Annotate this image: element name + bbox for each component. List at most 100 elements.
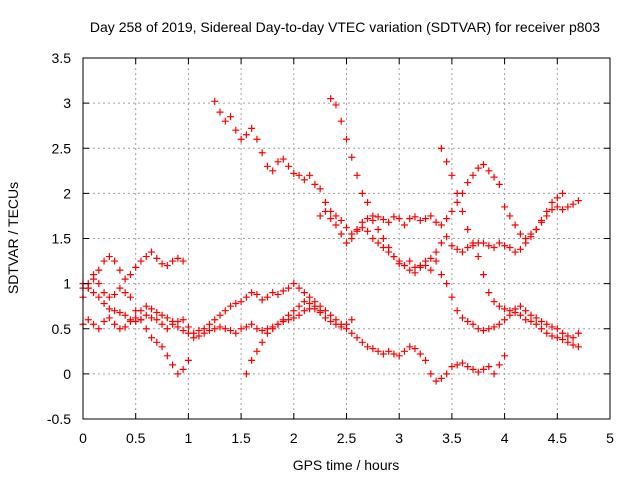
series-track-c [316, 197, 582, 271]
data-point [274, 290, 282, 298]
data-point [453, 307, 461, 315]
data-point [121, 275, 129, 283]
data-point [532, 225, 540, 233]
data-point [364, 343, 372, 351]
data-point [237, 298, 245, 306]
data-point [295, 284, 303, 292]
data-point [290, 170, 298, 178]
data-point [221, 117, 229, 125]
data-point [480, 271, 488, 279]
data-point [432, 377, 440, 385]
data-point [501, 305, 509, 313]
data-point [464, 244, 472, 252]
data-point [242, 293, 250, 301]
data-point [395, 352, 403, 360]
data-point [327, 311, 335, 319]
data-point [269, 167, 277, 175]
data-point [290, 307, 298, 315]
data-point [248, 289, 256, 297]
data-point [126, 318, 134, 326]
data-point [121, 311, 129, 319]
data-point [364, 227, 372, 235]
y-tick-label: 2.5 [52, 140, 72, 156]
data-point [195, 332, 203, 340]
data-point [216, 108, 224, 116]
data-point [411, 213, 419, 221]
data-point [559, 206, 567, 214]
data-point [522, 307, 530, 315]
data-point [537, 318, 545, 326]
data-point [574, 329, 582, 337]
data-point [343, 320, 350, 328]
data-point [353, 171, 361, 179]
data-point [427, 212, 435, 220]
data-point [111, 290, 119, 298]
data-point [263, 293, 271, 301]
data-point [116, 325, 124, 333]
data-point [116, 284, 124, 292]
series-track-e [79, 302, 324, 342]
data-point [100, 257, 108, 265]
data-point [290, 314, 298, 322]
data-point [490, 370, 498, 378]
data-point [416, 262, 424, 270]
data-point [279, 316, 287, 324]
data-point [485, 167, 493, 175]
data-point [327, 215, 335, 223]
data-point [337, 230, 345, 238]
data-point [327, 318, 335, 326]
data-point [511, 221, 519, 229]
data-point [105, 293, 113, 301]
data-point [453, 198, 461, 206]
data-point [153, 309, 161, 317]
data-point [179, 327, 187, 335]
data-point [490, 173, 498, 181]
data-point [348, 235, 356, 242]
data-point [369, 235, 377, 242]
data-point [537, 325, 545, 333]
data-point [242, 131, 250, 139]
data-point [574, 197, 582, 205]
data-point [100, 289, 108, 297]
data-point [453, 361, 461, 369]
data-point [422, 215, 430, 223]
data-point [469, 239, 477, 247]
data-point [432, 218, 440, 226]
data-point [148, 334, 156, 342]
data-point [411, 263, 419, 271]
data-point [153, 316, 161, 324]
data-point [105, 305, 113, 313]
data-point [458, 248, 466, 256]
data-point [427, 254, 435, 262]
data-point [490, 298, 498, 306]
data-point [485, 289, 493, 297]
data-point [406, 257, 414, 265]
data-point [237, 325, 245, 333]
x-tick-label: 0 [79, 430, 87, 446]
data-point [126, 271, 134, 279]
data-point [343, 135, 350, 143]
data-point [321, 207, 329, 215]
data-point [163, 325, 171, 333]
data-point [316, 212, 324, 220]
data-point [559, 189, 567, 197]
y-tick-label: 1.5 [52, 231, 72, 247]
data-point [227, 113, 235, 121]
data-point [390, 253, 398, 261]
data-point [553, 334, 561, 342]
data-point [132, 263, 140, 271]
data-point [374, 347, 382, 355]
data-point [337, 323, 345, 331]
data-point [343, 239, 350, 247]
data-point [84, 316, 92, 324]
data-point [532, 320, 540, 328]
series-track-i [437, 144, 582, 351]
data-point [132, 307, 140, 315]
data-point [100, 318, 108, 326]
data-point [142, 325, 150, 333]
data-point [148, 248, 156, 256]
data-point [485, 325, 493, 333]
data-point [169, 361, 177, 369]
data-point [448, 363, 456, 371]
data-point [369, 212, 377, 220]
